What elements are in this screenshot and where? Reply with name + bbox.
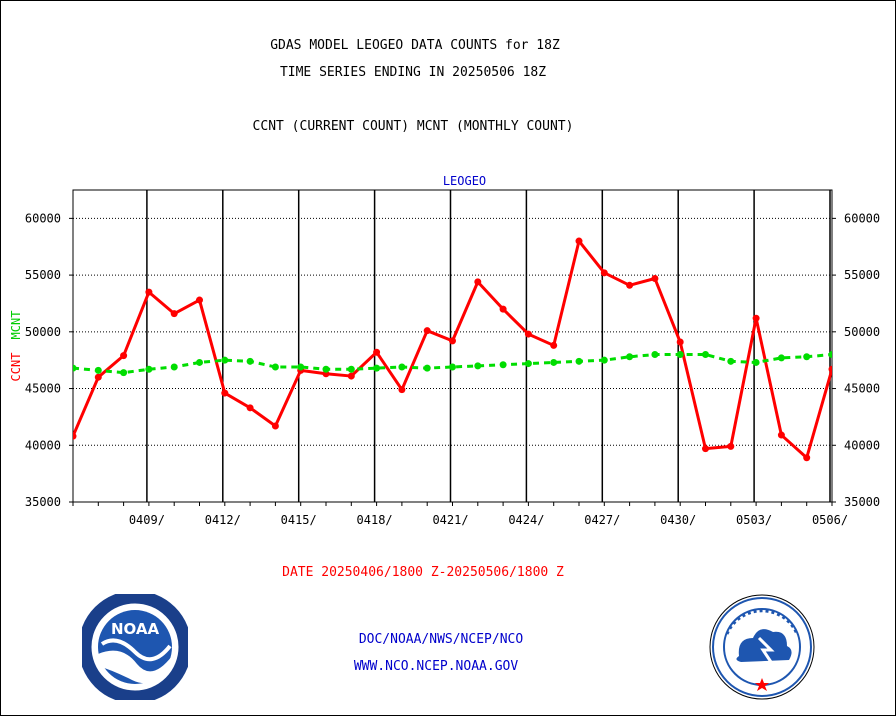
- x-tick-label: 0430/: [660, 513, 696, 527]
- x-tick-label: 0412/: [205, 513, 241, 527]
- y-axis-label-mcnt: MCNT: [9, 311, 23, 340]
- data-point-ccnt: [474, 278, 482, 286]
- series-mcnt: [73, 351, 832, 377]
- y-tick-label-right: 60000: [844, 211, 880, 225]
- data-point-mcnt: [828, 351, 832, 359]
- data-point-ccnt: [449, 337, 456, 345]
- url-line: WWW.NCO.NCEP.NOAA.GOV: [353, 659, 519, 674]
- y-tick-label-left: 55000: [25, 268, 61, 282]
- nws-logo: [709, 594, 815, 700]
- data-point-ccnt: [120, 352, 128, 360]
- series-line-ccnt: [73, 239, 832, 460]
- x-tick-label: 0506/: [812, 513, 848, 527]
- data-point-ccnt: [423, 327, 431, 335]
- data-point-mcnt: [702, 351, 709, 359]
- x-tick-label: 0409/: [129, 513, 165, 527]
- data-point-ccnt: [803, 454, 811, 462]
- chart-header-line1: GDAS MODEL LEOGEO DATA COUNTS for 18Z: [270, 38, 560, 53]
- data-point-ccnt: [777, 431, 785, 439]
- y-tick-label-left: 60000: [25, 211, 61, 225]
- data-point-mcnt: [803, 353, 811, 361]
- x-tick-label: 0421/: [432, 513, 468, 527]
- data-point-ccnt: [73, 432, 77, 440]
- data-point-mcnt: [777, 354, 785, 362]
- x-tick-label: 0415/: [281, 513, 317, 527]
- noaa-logo: NOAA: [82, 594, 188, 700]
- data-point-ccnt: [752, 314, 760, 322]
- data-point-mcnt: [347, 365, 355, 373]
- data-point-mcnt: [297, 363, 305, 371]
- data-point-mcnt: [600, 356, 608, 364]
- y-tick-label-left: 40000: [25, 438, 61, 452]
- data-point-mcnt: [94, 366, 102, 374]
- y-tick-label-left: 45000: [25, 382, 61, 396]
- data-point-ccnt: [347, 372, 355, 380]
- data-point-mcnt: [752, 358, 760, 366]
- data-point-mcnt: [73, 364, 77, 372]
- y-tick-label-left: 50000: [25, 325, 61, 339]
- data-point-ccnt: [499, 305, 507, 313]
- data-point-mcnt: [196, 358, 203, 366]
- data-point-mcnt: [499, 361, 507, 369]
- y-tick-label-right: 45000: [844, 382, 880, 396]
- x-tick-label: 0503/: [736, 513, 772, 527]
- data-point-mcnt: [676, 351, 684, 359]
- y-tick-label-right: 55000: [844, 268, 880, 282]
- data-point-ccnt: [626, 281, 634, 289]
- data-point-mcnt: [727, 357, 735, 365]
- data-point-ccnt: [221, 389, 229, 397]
- data-point-ccnt: [524, 330, 532, 338]
- x-tick-label: 0424/: [508, 513, 544, 527]
- y-tick-label-right: 40000: [844, 438, 880, 452]
- data-point-mcnt: [626, 353, 634, 361]
- data-point-ccnt: [702, 445, 709, 453]
- data-point-ccnt: [94, 373, 102, 381]
- data-point-mcnt: [398, 363, 406, 371]
- data-point-ccnt: [271, 422, 279, 430]
- chart-title: LEOGEO: [443, 174, 486, 188]
- data-point-ccnt: [246, 404, 254, 412]
- date-range-label: DATE 20250406/1800 Z-20250506/1800 Z: [282, 565, 564, 580]
- data-point-ccnt: [600, 269, 608, 277]
- y-tick-label-left: 35000: [25, 495, 61, 509]
- data-point-ccnt: [145, 288, 153, 296]
- plot-frame: [72, 189, 833, 503]
- data-point-mcnt: [145, 365, 153, 373]
- x-tick-label: 0427/: [584, 513, 620, 527]
- data-point-ccnt: [651, 274, 659, 282]
- data-point-ccnt: [575, 237, 583, 245]
- data-point-ccnt: [550, 341, 558, 349]
- data-point-mcnt: [575, 357, 583, 365]
- data-point-mcnt: [271, 363, 279, 371]
- data-point-ccnt: [828, 365, 832, 373]
- data-point-ccnt: [398, 386, 406, 394]
- data-point-mcnt: [550, 358, 558, 366]
- data-point-ccnt: [373, 348, 381, 356]
- data-point-mcnt: [474, 362, 482, 370]
- series-ccnt: [73, 237, 832, 462]
- data-point-mcnt: [373, 364, 381, 372]
- data-point-mcnt: [524, 360, 532, 368]
- data-point-ccnt: [727, 442, 735, 450]
- data-point-mcnt: [449, 363, 456, 371]
- noaa-logo-text: NOAA: [111, 620, 160, 638]
- data-point-mcnt: [246, 357, 254, 365]
- y-tick-label-right: 35000: [844, 495, 880, 509]
- data-point-mcnt: [120, 369, 128, 377]
- y-tick-label-right: 50000: [844, 325, 880, 339]
- data-point-mcnt: [651, 351, 659, 359]
- chart-header-line2: TIME SERIES ENDING IN 20250506 18Z: [279, 65, 547, 80]
- data-point-mcnt: [322, 365, 330, 373]
- chart-header-line3: CCNT (CURRENT COUNT) MCNT (MONTHLY COUNT…: [252, 119, 574, 134]
- y-axis-label-ccnt: CCNT: [9, 353, 23, 382]
- data-point-mcnt: [170, 363, 178, 371]
- data-point-ccnt: [676, 338, 684, 346]
- data-point-mcnt: [221, 356, 229, 364]
- x-tick-label: 0418/: [357, 513, 393, 527]
- data-point-ccnt: [170, 310, 178, 318]
- data-point-ccnt: [196, 296, 203, 304]
- org-line: DOC/NOAA/NWS/NCEP/NCO: [358, 632, 524, 647]
- data-point-mcnt: [423, 364, 431, 372]
